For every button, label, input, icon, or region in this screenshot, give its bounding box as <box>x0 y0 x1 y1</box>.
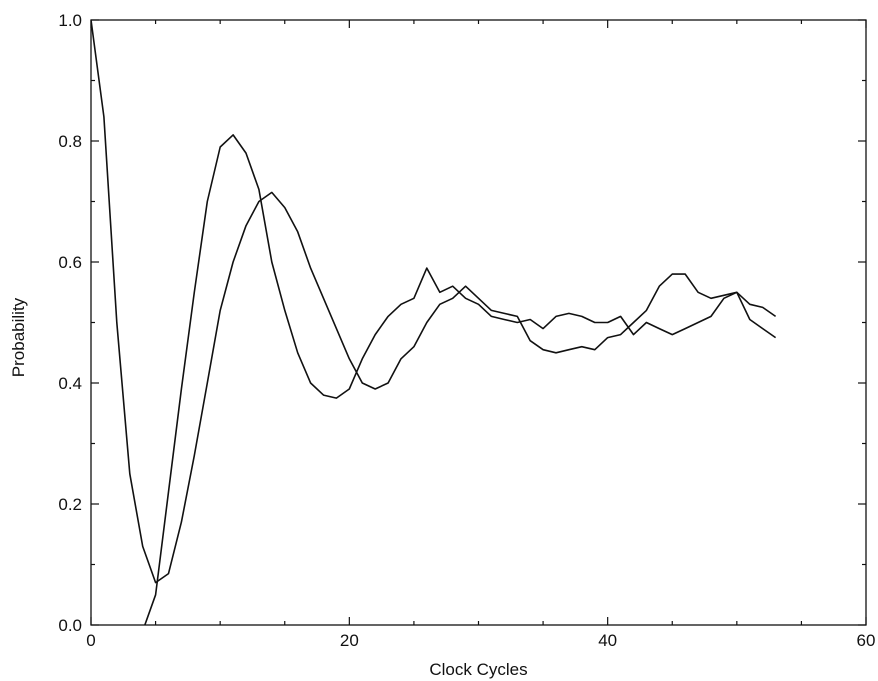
x-tick-label: 0 <box>86 631 95 650</box>
x-tick-label: 40 <box>598 631 617 650</box>
y-axis-label: Probability <box>9 297 28 377</box>
y-tick-label: 0.8 <box>58 132 82 151</box>
y-tick-label: 0.6 <box>58 253 82 272</box>
plot-frame <box>90 19 867 626</box>
series-line-2 <box>143 134 777 625</box>
y-tick-label: 1.0 <box>58 11 82 30</box>
series-layer <box>91 19 777 625</box>
axis-ticks: 0 20 40 60 0.0 0.2 0.4 0.6 0.8 1.0 <box>58 11 875 650</box>
y-tick-label: 0.2 <box>58 495 82 514</box>
x-axis-label: Clock Cycles <box>429 660 527 679</box>
x-tick-label: 60 <box>857 631 876 650</box>
x-tick-label: 20 <box>340 631 359 650</box>
y-tick-label: 0.0 <box>58 616 82 635</box>
y-tick-label: 0.4 <box>58 374 82 393</box>
series-line-1 <box>91 19 777 584</box>
